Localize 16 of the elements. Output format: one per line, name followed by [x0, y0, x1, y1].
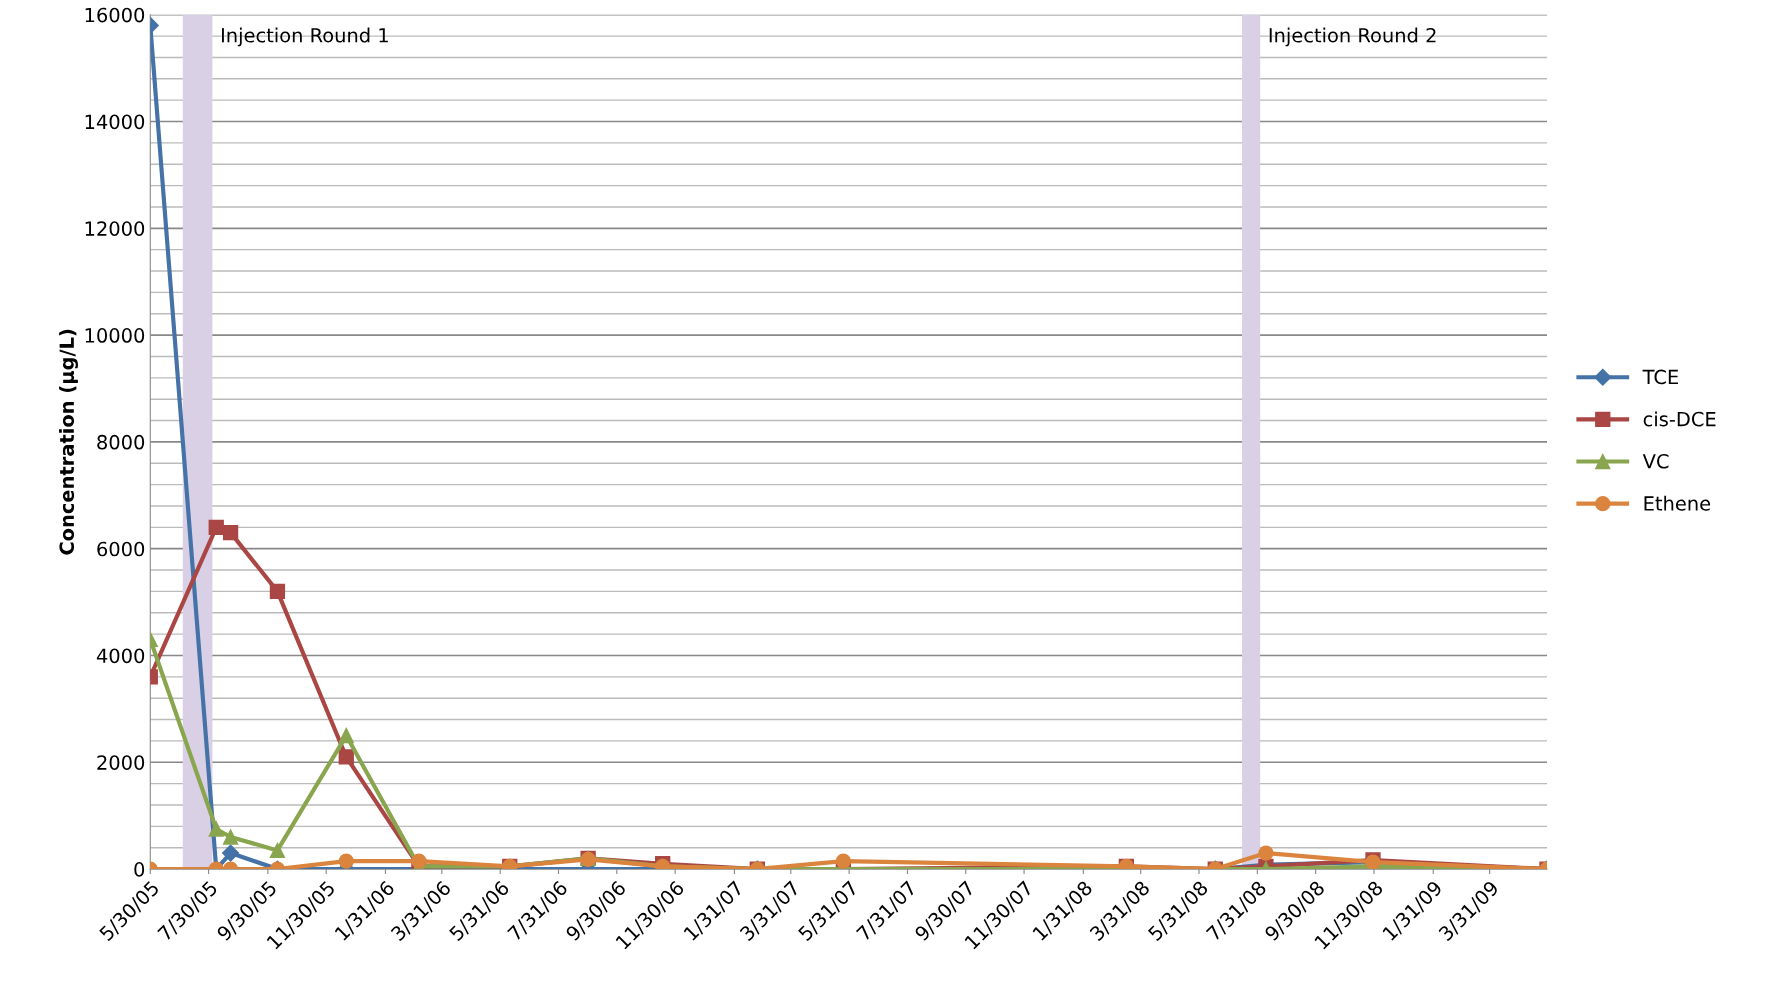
legend-label: Ethene	[1644, 495, 1711, 511]
y-tick-label: 16000	[85, 7, 145, 23]
band-label: Injection Round 1	[221, 27, 388, 47]
y-tick-label: 14000	[85, 114, 145, 130]
y-tick-label: 8000	[97, 434, 145, 450]
legend-label: TCE	[1642, 369, 1678, 385]
legend-label: cis-DCE	[1643, 411, 1716, 427]
y-tick-label: 4000	[96, 648, 145, 664]
y-tick-label: 12000	[85, 221, 145, 236]
y-tick-label: 6000	[97, 541, 145, 557]
band-label: Injection Round 2	[1269, 27, 1436, 47]
y-tick-label: 10000	[85, 328, 145, 343]
y-tick-label: 0	[134, 862, 145, 877]
y-tick-label: 2000	[97, 755, 145, 770]
legend-label: VC	[1642, 453, 1669, 469]
y-axis-title: Concentration (µg/L)	[59, 329, 79, 555]
